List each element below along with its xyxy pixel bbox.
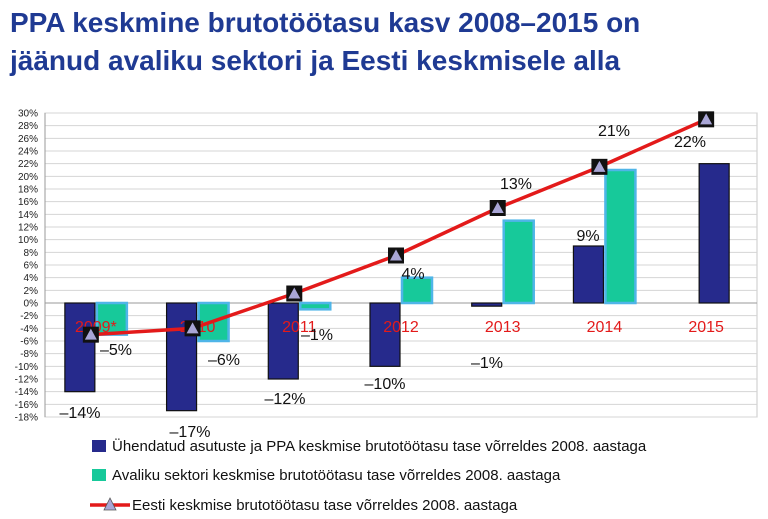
gridlines xyxy=(44,112,758,418)
data-label-series-2: 13% xyxy=(500,176,532,193)
data-label-series-1: 22% xyxy=(674,134,706,151)
data-label-series-1: –10% xyxy=(365,376,406,393)
data-label-series-1: –14% xyxy=(60,405,101,422)
y-tick-label: -8% xyxy=(20,349,38,360)
annotation-label: –1% xyxy=(471,355,503,372)
y-tick-label: 10% xyxy=(18,235,38,246)
legend-item-series-3: Eesti keskmise brutotöötasu tase võrreld… xyxy=(132,495,517,515)
line-marker-triangle xyxy=(186,322,199,334)
bar-series-1 xyxy=(267,302,299,380)
bar-series-1 xyxy=(471,302,503,307)
category-label: 2012 xyxy=(383,319,419,336)
bar-series-1 xyxy=(572,245,605,304)
line-series xyxy=(82,111,715,343)
bar-series-2 xyxy=(299,301,332,311)
data-label-series-2: 4% xyxy=(401,266,424,283)
y-tick-label: -18% xyxy=(15,413,38,424)
y-tick-label: -14% xyxy=(15,387,38,398)
y-tick-label: 0% xyxy=(24,299,39,310)
bar-series-2 xyxy=(95,301,129,336)
y-tick-label: 8% xyxy=(24,248,39,259)
y-tick-label: -12% xyxy=(15,375,38,386)
y-tick-label: 24% xyxy=(18,147,38,158)
legend-label-series-3: Eesti keskmise brutotöötasu tase võrreld… xyxy=(132,496,518,514)
line-marker-triangle xyxy=(288,287,301,299)
y-tick-label: -10% xyxy=(15,362,38,373)
legend-item-series-2: Avaliku sektori keskmise brutotöötasu ta… xyxy=(112,465,560,485)
legend-marker-series-2 xyxy=(92,469,106,481)
data-label-series-2: 21% xyxy=(598,123,630,140)
line-marker-triangle xyxy=(491,202,504,213)
y-tick-label: 12% xyxy=(18,223,38,234)
line-marker-triangle xyxy=(84,328,97,340)
y-tick-label: 30% xyxy=(18,109,38,120)
bar-series-2 xyxy=(502,219,535,305)
title-line-2: jäänud avaliku sektori ja Eesti keskmise… xyxy=(10,45,621,76)
y-tick-label: 2% xyxy=(24,286,39,297)
data-label-series-1: 9% xyxy=(576,228,599,245)
title-line-1: PPA keskmine brutotöötasu kasv 2008–2015… xyxy=(10,7,641,38)
y-tick-label: 4% xyxy=(24,273,39,284)
y-tick-label: 14% xyxy=(18,210,38,221)
data-label-series-1: –12% xyxy=(265,391,306,408)
y-tick-label: -4% xyxy=(20,324,38,335)
chart-title: PPA keskmine brutotöötasu kasv 2008–2015… xyxy=(10,4,760,80)
line-marker-triangle xyxy=(700,113,713,125)
data-label-series-2: –1% xyxy=(301,327,333,344)
y-tick-label: -16% xyxy=(15,400,38,411)
y-tick-label: 16% xyxy=(18,197,38,208)
y-axis: 30%28% 26% 24%22% 20% 18%16% 14% 12%10% 8% 6%4% 2… xyxy=(15,109,46,424)
category-label: 2015 xyxy=(688,319,724,336)
y-tick-label: 18% xyxy=(18,185,38,196)
y-tick-label: -2% xyxy=(20,311,38,322)
line-marker-triangle xyxy=(593,160,606,172)
y-tick-label: 28% xyxy=(18,121,38,132)
legend-marker-series-1 xyxy=(92,440,106,452)
data-label-series-2: –5% xyxy=(100,342,132,359)
category-label: 2013 xyxy=(485,319,521,336)
y-tick-label: 26% xyxy=(18,134,38,145)
bars xyxy=(64,163,730,412)
data-label-series-1: –17% xyxy=(170,424,211,441)
legend-marker-series-3-triangle xyxy=(103,497,117,511)
data-labels: –14% –17% –12% –10% 9% 22% –5% –6% –1% 4% 13% 21% –1… xyxy=(60,123,706,441)
y-tick-label: -6% xyxy=(20,337,38,348)
line-marker-triangle xyxy=(390,249,402,261)
legend-item-series-1: Ühendatud asutuste ja PPA keskmise bruto… xyxy=(112,436,646,456)
bar-series-2 xyxy=(604,168,637,305)
data-label-series-2: –6% xyxy=(208,352,240,369)
y-tick-label: 20% xyxy=(18,172,38,183)
y-tick-label: 6% xyxy=(24,261,39,272)
bar-series-1 xyxy=(64,302,96,393)
category-label: 2011 xyxy=(282,319,317,336)
legend-label-series-2: Avaliku sektori keskmise brutotöötasu ta… xyxy=(112,466,561,484)
bar-series-2 xyxy=(400,276,434,305)
bar-series-1 xyxy=(698,163,730,304)
legend-markers xyxy=(90,440,130,511)
bar-series-1 xyxy=(369,302,401,367)
category-label: 2014 xyxy=(587,319,623,336)
y-tick-label: 22% xyxy=(18,159,38,170)
legend-label-series-1: Ühendatud asutuste ja PPA keskmise bruto… xyxy=(112,437,647,455)
